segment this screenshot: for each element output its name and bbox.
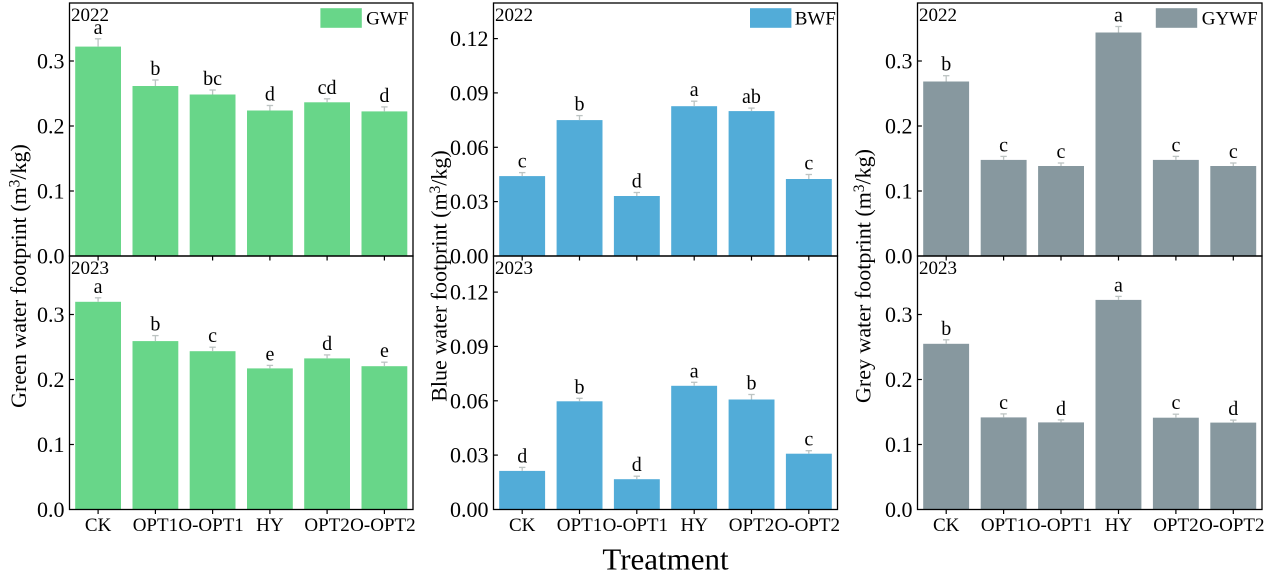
svg-text:0.1: 0.1 (37, 179, 65, 204)
svg-text:d: d (1056, 398, 1066, 420)
svg-text:0.0: 0.0 (885, 244, 913, 269)
svg-text:0.03: 0.03 (450, 443, 489, 468)
svg-text:d: d (632, 171, 642, 193)
svg-text:OPT1: OPT1 (981, 515, 1026, 536)
svg-text:b: b (747, 373, 757, 395)
svg-text:CK: CK (933, 515, 960, 536)
svg-text:O-OPT1: O-OPT1 (178, 515, 243, 536)
svg-text:0.2: 0.2 (885, 114, 913, 139)
svg-text:0.06: 0.06 (450, 135, 489, 160)
svg-text:2022: 2022 (495, 5, 533, 26)
svg-text:0.09: 0.09 (450, 81, 489, 106)
svg-text:Treatment: Treatment (602, 542, 729, 577)
svg-text:0.1: 0.1 (885, 179, 913, 204)
svg-text:0.2: 0.2 (37, 367, 65, 392)
svg-text:HY: HY (680, 515, 708, 536)
svg-text:a: a (690, 79, 699, 101)
svg-text:d: d (632, 454, 642, 476)
svg-text:bc: bc (203, 68, 222, 90)
svg-text:b: b (150, 314, 160, 336)
svg-text:cd: cd (318, 77, 337, 99)
svg-text:0.1: 0.1 (37, 432, 65, 457)
svg-text:e: e (265, 343, 274, 365)
svg-text:2022: 2022 (919, 5, 957, 26)
svg-text:HY: HY (256, 515, 284, 536)
svg-text:c: c (999, 134, 1008, 156)
svg-text:0.3: 0.3 (885, 302, 913, 327)
svg-text:2023: 2023 (71, 258, 109, 279)
svg-text:0.3: 0.3 (37, 49, 65, 74)
svg-text:0.0: 0.0 (37, 244, 65, 269)
svg-text:b: b (575, 94, 585, 116)
svg-text:a: a (94, 276, 103, 298)
svg-text:OPT1: OPT1 (557, 515, 602, 536)
svg-text:CK: CK (85, 515, 112, 536)
svg-text:a: a (690, 360, 699, 382)
svg-text:d: d (322, 333, 332, 355)
svg-text:a: a (1114, 274, 1123, 296)
svg-text:0.0: 0.0 (37, 497, 65, 522)
svg-text:O-OPT2: O-OPT2 (1199, 515, 1264, 536)
svg-text:0.12: 0.12 (450, 26, 489, 51)
svg-text:c: c (1057, 141, 1066, 163)
svg-text:c: c (1171, 134, 1180, 156)
svg-text:OPT2: OPT2 (729, 515, 774, 536)
svg-text:c: c (804, 153, 813, 175)
svg-text:d: d (517, 445, 527, 467)
svg-text:ab: ab (742, 86, 761, 108)
svg-text:0.3: 0.3 (37, 302, 65, 327)
svg-text:O-OPT1: O-OPT1 (603, 515, 668, 536)
svg-text:e: e (380, 340, 389, 362)
svg-text:0.0: 0.0 (885, 497, 913, 522)
svg-text:b: b (575, 376, 585, 398)
svg-text:2022: 2022 (71, 5, 109, 26)
svg-text:c: c (1229, 141, 1238, 163)
svg-text:OPT2: OPT2 (1153, 515, 1198, 536)
svg-text:0.3: 0.3 (885, 49, 913, 74)
svg-text:b: b (941, 318, 951, 340)
svg-text:0.09: 0.09 (450, 334, 489, 359)
svg-text:c: c (999, 392, 1008, 414)
svg-text:d: d (1228, 398, 1238, 420)
svg-text:O-OPT2: O-OPT2 (775, 515, 840, 536)
svg-text:0.00: 0.00 (450, 497, 489, 522)
svg-text:c: c (1171, 392, 1180, 414)
svg-text:c: c (518, 151, 527, 173)
svg-text:0.2: 0.2 (37, 114, 65, 139)
svg-text:a: a (1114, 5, 1123, 27)
svg-text:0.12: 0.12 (450, 280, 489, 305)
svg-text:a: a (94, 17, 103, 39)
svg-text:O-OPT1: O-OPT1 (1027, 515, 1092, 536)
svg-text:BWF: BWF (795, 9, 836, 30)
svg-text:d: d (379, 85, 389, 107)
svg-text:GWF: GWF (366, 9, 408, 30)
svg-text:HY: HY (1105, 515, 1133, 536)
svg-text:c: c (804, 429, 813, 451)
svg-text:0.2: 0.2 (885, 367, 913, 392)
svg-text:Green water footprint (m3/kg): Green water footprint (m3/kg) (6, 144, 31, 408)
svg-text:2023: 2023 (495, 258, 533, 279)
svg-text:b: b (941, 54, 951, 76)
svg-text:OPT2: OPT2 (304, 515, 349, 536)
svg-text:CK: CK (509, 515, 536, 536)
svg-text:0.00: 0.00 (450, 244, 489, 269)
svg-text:b: b (150, 58, 160, 80)
svg-text:O-OPT2: O-OPT2 (350, 515, 415, 536)
svg-text:GYWF: GYWF (1202, 9, 1258, 30)
svg-text:OPT1: OPT1 (133, 515, 178, 536)
svg-text:0.1: 0.1 (885, 432, 913, 457)
svg-text:2023: 2023 (919, 258, 957, 279)
svg-text:d: d (265, 84, 275, 106)
svg-text:0.06: 0.06 (450, 388, 489, 413)
svg-text:0.03: 0.03 (450, 189, 489, 214)
svg-text:c: c (208, 325, 217, 347)
